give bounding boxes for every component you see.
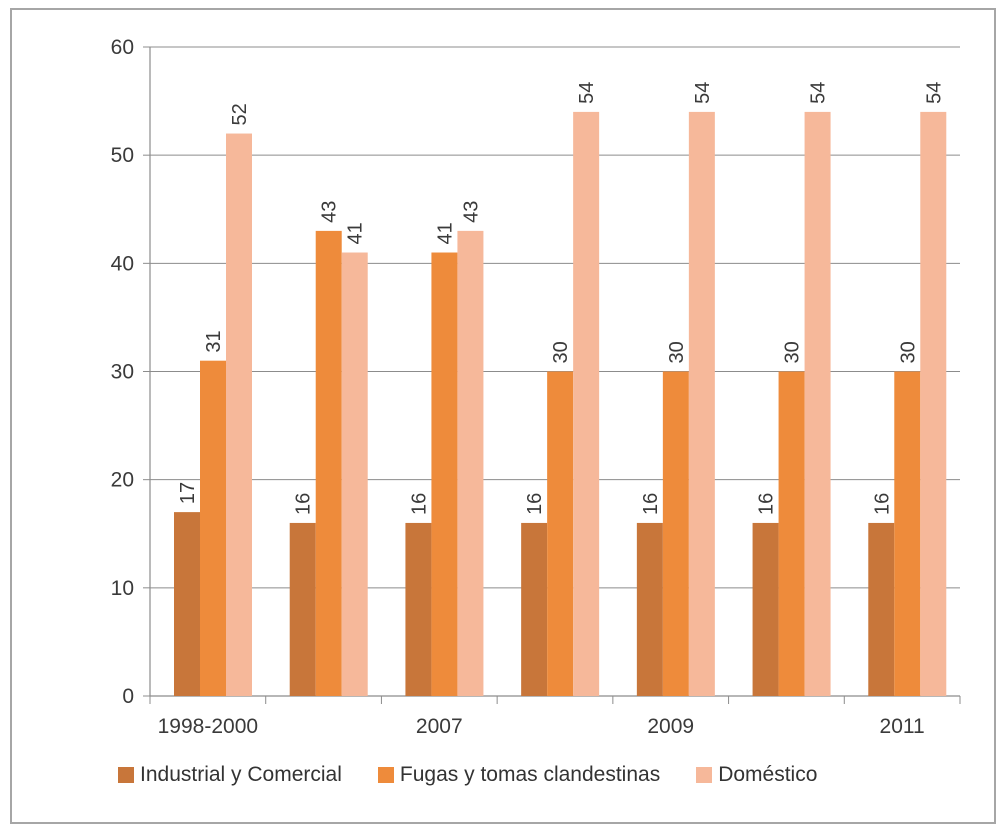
- x-tick-label: 2007: [416, 715, 463, 738]
- bar: [547, 372, 573, 697]
- legend-swatch-industrial: [118, 767, 134, 783]
- legend: Industrial y Comercial Fugas y tomas cla…: [118, 758, 817, 792]
- bar: [920, 112, 946, 696]
- bar: [457, 231, 483, 696]
- bar: [868, 523, 894, 696]
- bar: [753, 523, 779, 696]
- y-tick-label: 60: [111, 36, 134, 59]
- bar: [200, 361, 226, 696]
- legend-label-fugas: Fugas y tomas clandestinas: [400, 763, 660, 787]
- y-tick-label: 20: [111, 469, 134, 492]
- data-label: 16: [640, 493, 662, 515]
- data-label: 30: [897, 341, 919, 363]
- bar: [431, 253, 457, 696]
- data-label: 54: [576, 82, 598, 104]
- bar: [405, 523, 431, 696]
- y-tick-label: 40: [111, 252, 134, 275]
- data-label: 52: [229, 103, 251, 125]
- legend-item-industrial: Industrial y Comercial: [118, 763, 342, 787]
- data-label: 30: [666, 341, 688, 363]
- bar: [342, 253, 368, 696]
- data-label: 16: [756, 493, 778, 515]
- legend-item-fugas: Fugas y tomas clandestinas: [378, 763, 660, 787]
- data-label: 30: [782, 341, 804, 363]
- bar: [689, 112, 715, 696]
- data-label: 17: [177, 482, 199, 504]
- bar: [316, 231, 342, 696]
- data-label: 31: [203, 330, 225, 352]
- legend-label-domestico: Doméstico: [718, 763, 817, 787]
- data-label: 16: [293, 493, 315, 515]
- bar: [226, 134, 252, 696]
- bar: [637, 523, 663, 696]
- data-label: 43: [460, 201, 482, 223]
- y-tick-label: 0: [122, 685, 134, 708]
- legend-swatch-fugas: [378, 767, 394, 783]
- legend-item-domestico: Doméstico: [696, 763, 817, 787]
- bar: [521, 523, 547, 696]
- data-label: 16: [871, 493, 893, 515]
- data-label: 54: [692, 82, 714, 104]
- x-tick-label: 2009: [647, 715, 694, 738]
- bar: [805, 112, 831, 696]
- x-tick-label: 2011: [880, 715, 925, 738]
- bar: [779, 372, 805, 697]
- legend-label-industrial: Industrial y Comercial: [140, 763, 342, 787]
- data-label: 30: [550, 341, 572, 363]
- bar: [573, 112, 599, 696]
- y-tick-label: 30: [111, 361, 134, 384]
- data-label: 54: [808, 82, 830, 104]
- data-label: 16: [524, 493, 546, 515]
- data-label: 16: [408, 493, 430, 515]
- data-label: 41: [434, 222, 456, 244]
- bar: [174, 512, 200, 696]
- data-label: 54: [923, 82, 945, 104]
- bar: [894, 372, 920, 697]
- data-label: 41: [345, 222, 367, 244]
- y-tick-label: 50: [111, 144, 134, 167]
- data-label: 43: [319, 201, 341, 223]
- bar: [290, 523, 316, 696]
- legend-swatch-domestico: [696, 767, 712, 783]
- bar: [663, 372, 689, 697]
- x-tick-label: 1998-2000: [158, 715, 258, 738]
- y-tick-label: 10: [111, 577, 134, 600]
